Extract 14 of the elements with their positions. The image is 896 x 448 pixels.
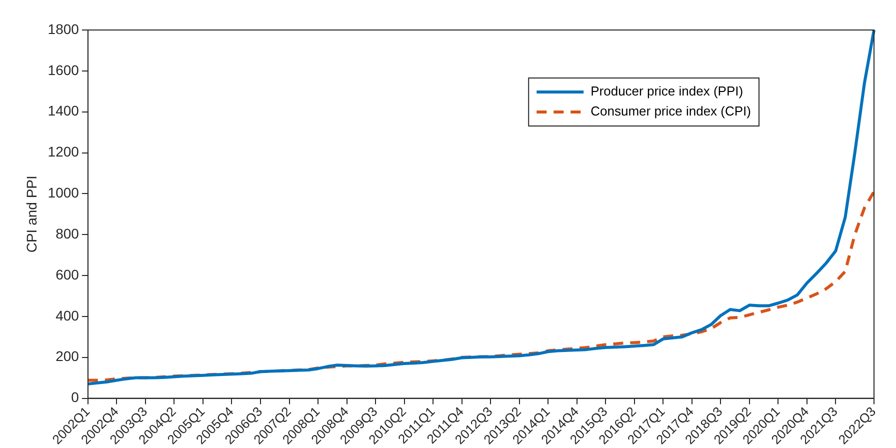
y-tick-label: 1000 bbox=[48, 184, 80, 201]
y-tick-label: 0 bbox=[71, 389, 80, 406]
y-tick-label: 200 bbox=[56, 348, 80, 364]
line-series bbox=[86, 190, 876, 382]
y-tick-label: 400 bbox=[56, 307, 80, 324]
y-tick-label: 800 bbox=[56, 225, 80, 242]
y-tick-label: 1800 bbox=[48, 20, 80, 37]
y-tick-label: 600 bbox=[56, 266, 80, 282]
y-tick-label: 1400 bbox=[48, 102, 80, 119]
legend-label: Producer price index (PPI) bbox=[590, 84, 744, 99]
legend-label: Consumer price index (CPI) bbox=[590, 104, 752, 119]
y-axis-title: CPI and PPI bbox=[23, 176, 40, 253]
y-tick-label: 1600 bbox=[48, 62, 80, 78]
y-tick-label: 1200 bbox=[48, 144, 80, 160]
